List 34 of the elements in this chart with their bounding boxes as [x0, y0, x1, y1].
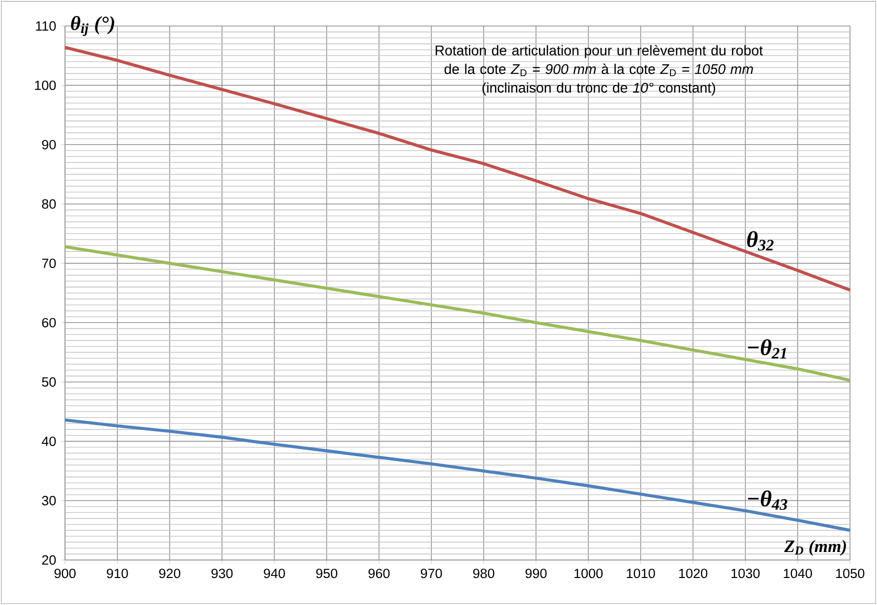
- line-series: [63, 418, 852, 532]
- text: (inclinaison du tronc de 10° constant): [482, 82, 716, 96]
- y-tick-label: 90: [42, 140, 56, 150]
- y-tick-label: 110: [36, 21, 56, 31]
- y-tick-label: 70: [42, 258, 56, 268]
- x-tick-label: 1020: [679, 568, 708, 578]
- series-label: −θ$_{43}$: [748, 490, 788, 510]
- x-tick-label: 990: [526, 568, 547, 578]
- x-tick-label: 950: [316, 568, 338, 578]
- y-tick-label: 20: [42, 555, 56, 565]
- y-tick-label: 40: [42, 436, 56, 446]
- x-tick-label: 930: [212, 568, 233, 578]
- x-tick-label: 1010: [626, 568, 655, 578]
- y-tick-label: 100: [35, 80, 56, 90]
- x-tick-label: 970: [420, 568, 442, 578]
- series-label: −θ$_{21}$: [748, 339, 786, 359]
- line-series: [63, 46, 852, 292]
- y-tick-label: 60: [42, 318, 56, 328]
- y-axis-title: θ$_{ij}$ (°): [71, 16, 114, 36]
- y-tick-label: 80: [42, 199, 56, 209]
- x-tick-label: 1050: [836, 568, 864, 578]
- x-tick-label: 980: [473, 568, 494, 578]
- x-tick-label: 1000: [574, 568, 603, 578]
- x-tick-label: 920: [159, 568, 180, 578]
- y-tick-label: 30: [42, 496, 56, 506]
- x-tick-label: 940: [264, 568, 285, 578]
- x-tick-label: 960: [368, 568, 390, 578]
- x-tick-label: 1030: [732, 568, 760, 578]
- x-tick-label: 910: [106, 568, 128, 578]
- x-axis-title: Z$_{D}$ (mm): [784, 540, 846, 556]
- x-tick-label: 900: [54, 568, 76, 578]
- y-tick-label: 50: [42, 377, 56, 387]
- x-tick-label: 1040: [784, 568, 812, 578]
- series-label: θ$_{32}$: [747, 231, 774, 251]
